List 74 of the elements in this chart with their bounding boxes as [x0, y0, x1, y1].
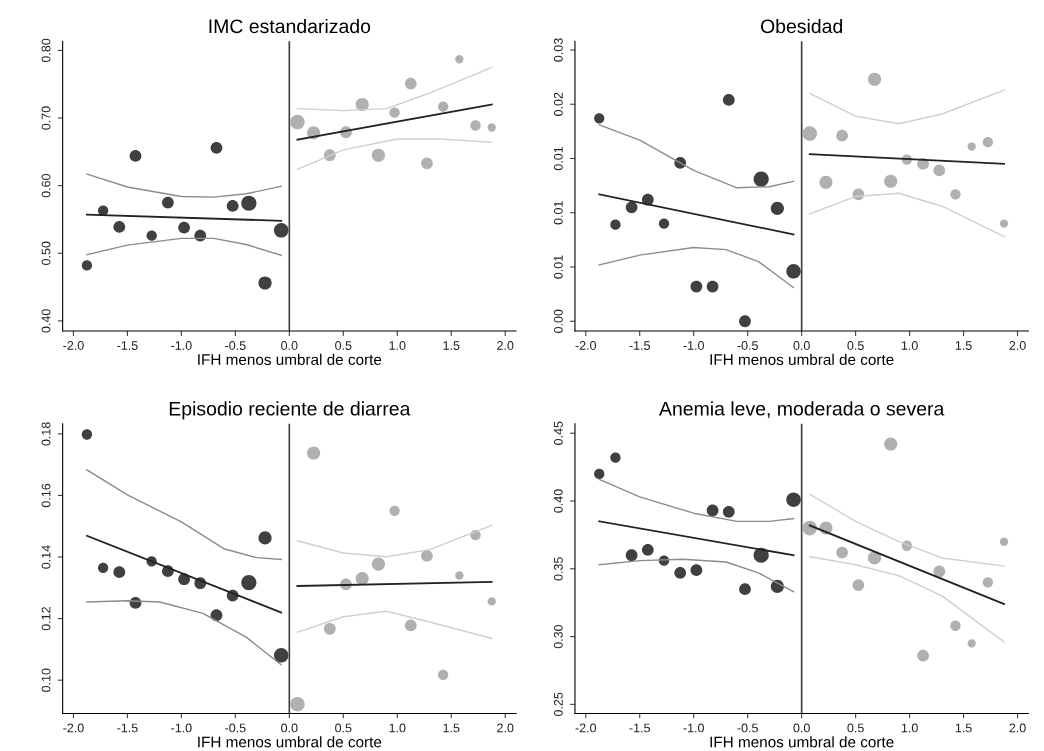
y-tick-label: 0.35 [553, 557, 563, 581]
y-tick-label: 0.45 [553, 421, 563, 445]
x-tick-label: 2.0 [497, 723, 514, 733]
x-axis-title: IFH menos umbral de corte [198, 736, 382, 748]
line-series [809, 89, 1005, 125]
x-tick-label: -2.0 [575, 341, 597, 350]
y-tick-label: 0.00 [553, 309, 563, 333]
y-tick-label: 0.60 [41, 173, 51, 198]
line-series [809, 493, 1005, 567]
x-tick-label: -0.5 [737, 723, 758, 733]
x-tick-label: 0.0 [281, 341, 298, 350]
y-tick-label: 0.25 [553, 692, 563, 717]
y-tick-label: 0.01 [553, 201, 563, 225]
x-tick-label: -1.0 [171, 723, 192, 733]
x-tick-label: -2.0 [575, 723, 597, 733]
line-series [296, 138, 493, 171]
y-tick-label: 0.01 [553, 146, 563, 171]
x-tick-label: -0.5 [737, 341, 758, 350]
x-tick-label: 1.0 [389, 341, 406, 350]
x-tick-label: 2.0 [1009, 341, 1026, 350]
y-tick-label: 0.80 [41, 38, 51, 63]
x-tick-label: 0.0 [793, 723, 810, 733]
chart-title: Anemia leve, moderada o severa [659, 401, 945, 418]
x-tick-label: 1.0 [901, 723, 918, 733]
y-tick-label: 0.02 [553, 92, 563, 116]
x-tick-label: 0.5 [335, 341, 352, 350]
x-axis-title: IFH menos umbral de corte [710, 736, 894, 748]
chart-title: Episodio reciente de diarrea [169, 401, 411, 420]
x-tick-label: 1.5 [955, 723, 972, 733]
y-tick-label: 0.40 [41, 309, 51, 333]
x-tick-label: 0.5 [847, 723, 864, 733]
y-tick-label: 0.10 [41, 668, 51, 692]
chart-title: Obesidad [760, 18, 843, 34]
y-tick-label: 0.01 [553, 255, 563, 279]
x-tick-label: 0.0 [281, 723, 298, 733]
line-series [296, 610, 493, 640]
x-tick-label: 2.0 [497, 341, 514, 350]
x-tick-label: 0.0 [793, 341, 810, 350]
y-tick-label: 0.30 [553, 624, 563, 649]
line-series [296, 66, 493, 112]
x-tick-label: 1.0 [901, 341, 918, 350]
x-tick-label: -0.5 [225, 341, 246, 350]
x-tick-label: -1.5 [629, 341, 650, 350]
x-tick-label: 0.5 [847, 341, 864, 350]
x-tick-label: -1.0 [683, 723, 704, 733]
x-tick-label: -1.0 [171, 341, 192, 350]
y-tick-label: 0.14 [41, 545, 51, 569]
y-tick-label: 0.70 [41, 106, 51, 130]
y-tick-label: 0.40 [553, 489, 563, 513]
y-tick-label: 0.16 [41, 483, 51, 508]
x-tick-label: -1.5 [117, 341, 138, 350]
x-tick-label: -1.0 [683, 341, 704, 350]
x-tick-label: 1.5 [443, 723, 460, 733]
x-tick-label: 1.5 [955, 341, 972, 350]
x-tick-label: 0.5 [335, 723, 352, 733]
y-tick-label: 0.18 [41, 422, 51, 446]
y-tick-label: 0.03 [553, 38, 563, 62]
x-tick-label: -0.5 [225, 723, 246, 733]
x-tick-label: -1.5 [629, 723, 650, 733]
line-series [809, 555, 1005, 643]
x-tick-label: -1.5 [117, 723, 138, 733]
x-axis-title: IFH menos umbral de corte [198, 353, 382, 366]
x-axis-title: IFH menos umbral de corte [710, 353, 894, 366]
x-tick-label: 1.0 [389, 723, 406, 733]
y-tick-label: 0.12 [41, 607, 51, 631]
line-series [86, 237, 282, 256]
x-tick-label: -2.0 [63, 723, 84, 733]
line-series [86, 469, 282, 561]
x-tick-label: -2.0 [63, 341, 84, 350]
x-tick-label: 1.5 [443, 341, 460, 350]
line-series [598, 246, 795, 289]
x-tick-label: 2.0 [1009, 723, 1026, 733]
y-tick-label: 0.50 [41, 241, 51, 265]
chart-title: IMC estandarizado [209, 18, 371, 34]
